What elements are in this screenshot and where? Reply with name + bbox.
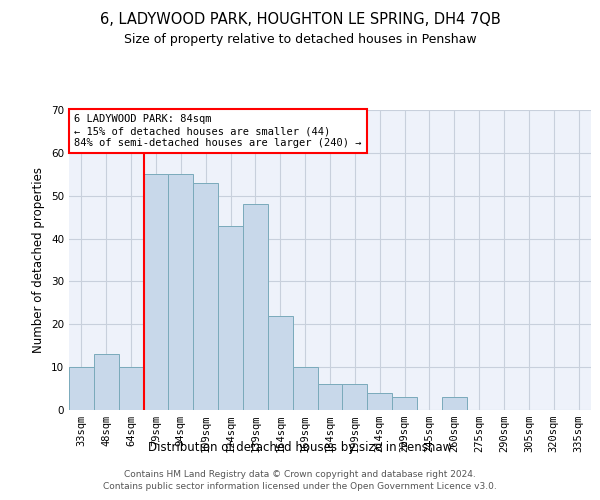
Bar [243, 204, 268, 410]
Bar [69, 367, 94, 410]
Bar [143, 174, 169, 410]
Bar [119, 367, 143, 410]
Bar [293, 367, 317, 410]
Bar [442, 397, 467, 410]
Bar [367, 393, 392, 410]
Bar [392, 397, 417, 410]
Text: 6 LADYWOOD PARK: 84sqm
← 15% of detached houses are smaller (44)
84% of semi-det: 6 LADYWOOD PARK: 84sqm ← 15% of detached… [74, 114, 362, 148]
Y-axis label: Number of detached properties: Number of detached properties [32, 167, 46, 353]
Bar [94, 354, 119, 410]
Text: Distribution of detached houses by size in Penshaw: Distribution of detached houses by size … [148, 441, 452, 454]
Bar [317, 384, 343, 410]
Text: 6, LADYWOOD PARK, HOUGHTON LE SPRING, DH4 7QB: 6, LADYWOOD PARK, HOUGHTON LE SPRING, DH… [100, 12, 500, 28]
Bar [268, 316, 293, 410]
Bar [169, 174, 193, 410]
Bar [193, 183, 218, 410]
Text: Size of property relative to detached houses in Penshaw: Size of property relative to detached ho… [124, 32, 476, 46]
Bar [218, 226, 243, 410]
Bar [343, 384, 367, 410]
Text: Contains public sector information licensed under the Open Government Licence v3: Contains public sector information licen… [103, 482, 497, 491]
Text: Contains HM Land Registry data © Crown copyright and database right 2024.: Contains HM Land Registry data © Crown c… [124, 470, 476, 479]
